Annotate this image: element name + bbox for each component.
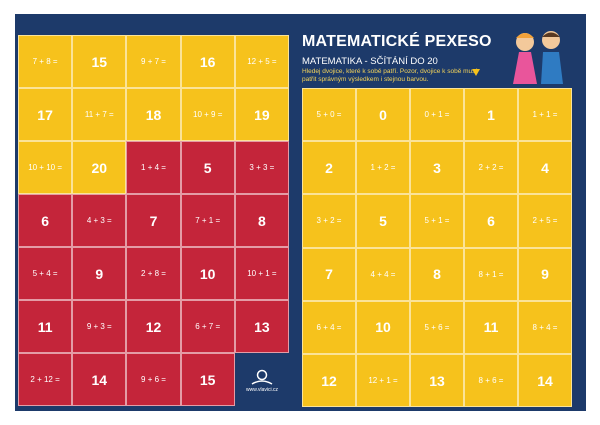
card-result: 5 — [180, 141, 235, 194]
card-expression: 1 + 4 = — [126, 141, 181, 194]
card-result: 3 — [410, 141, 464, 195]
card-expression: 3 + 2 = — [302, 194, 356, 248]
card-result: 17 — [18, 88, 73, 141]
card-expression: 3 + 3 = — [234, 141, 289, 194]
card-result: 9 — [518, 247, 572, 301]
card-expression: 10 + 1 = — [234, 247, 289, 300]
card-result: 11 — [18, 300, 73, 353]
card-expression: 1 + 1 = — [518, 88, 572, 142]
card-expression: 9 + 6 = — [126, 353, 181, 406]
card-result: 10 — [356, 300, 410, 354]
card-expression: 11 + 7 = — [72, 88, 127, 141]
card-result: 14 — [72, 353, 127, 406]
card-result: 16 — [180, 35, 235, 88]
card-result: 15 — [72, 35, 127, 88]
logo-circle — [256, 369, 268, 380]
card-expression: 7 + 8 = — [18, 35, 73, 88]
card-expression: 12 + 5 = — [234, 35, 289, 88]
card-expression: 10 + 10 = — [18, 141, 73, 194]
card-result: 18 — [126, 88, 181, 141]
card-expression: 7 + 1 = — [180, 194, 235, 247]
card-result: 10 — [180, 247, 235, 300]
card-expression: 10 + 9 = — [180, 88, 235, 141]
card-expression: 2 + 8 = — [126, 247, 181, 300]
card-result: 8 — [234, 194, 289, 247]
card-result: 15 — [180, 353, 235, 406]
illustration — [513, 31, 563, 84]
card-result: 6 — [464, 194, 518, 248]
card-result: 14 — [518, 354, 572, 408]
card-result: 19 — [234, 88, 289, 141]
pointer-shape — [472, 69, 480, 76]
card-result: 7 — [302, 247, 356, 301]
card-expression: 8 + 4 = — [518, 300, 572, 354]
card-expression: 12 + 1 = — [356, 354, 410, 408]
card-result: 5 — [356, 194, 410, 248]
card-result: 12 — [126, 300, 181, 353]
card-result: 20 — [72, 141, 127, 194]
card-expression: 2 + 5 = — [518, 194, 572, 248]
card-expression: 6 + 4 = — [302, 300, 356, 354]
card-expression: 5 + 1 = — [410, 194, 464, 248]
card-result: 8 — [410, 247, 464, 301]
card-expression: 1 + 2 = — [356, 141, 410, 195]
subtitle: MATEMATIKA - SČÍTÁNÍ DO 20 — [302, 56, 438, 67]
title: MATEMATICKÉ PEXESO — [302, 33, 492, 50]
kid-body — [513, 52, 537, 84]
card-expression: 2 + 2 = — [464, 141, 518, 195]
kid-body — [541, 52, 563, 84]
card-result: 13 — [410, 354, 464, 408]
card-expression: 8 + 6 = — [464, 354, 518, 408]
card-expression: 6 + 7 = — [180, 300, 235, 353]
card-expression: 4 + 3 = — [72, 194, 127, 247]
card-expression: 9 + 7 = — [126, 35, 181, 88]
card-result: 4 — [518, 141, 572, 195]
kid-hair — [516, 33, 534, 38]
logo-text: www.vlavici.cz — [246, 386, 278, 393]
instructions: Hledej dvojice, které k sobě patří. Pozo… — [302, 68, 478, 83]
card-result: 12 — [302, 354, 356, 408]
card-expression: 4 + 4 = — [356, 247, 410, 301]
logo-icon — [251, 369, 273, 385]
card-result: 1 — [464, 88, 518, 142]
card-result: 0 — [356, 88, 410, 142]
card-result: 11 — [464, 300, 518, 354]
card-expression: 0 + 1 = — [410, 88, 464, 142]
card-result: 13 — [234, 300, 289, 353]
kid-hair — [542, 32, 560, 37]
card-result: 7 — [126, 194, 181, 247]
card-result: 9 — [72, 247, 127, 300]
card-result: 6 — [18, 194, 73, 247]
pointer-icon — [472, 69, 480, 76]
logo-arc — [251, 379, 273, 385]
card-result: 2 — [302, 141, 356, 195]
card-expression: 9 + 3 = — [72, 300, 127, 353]
card-expression: 5 + 0 = — [302, 88, 356, 142]
card-expression: 5 + 4 = — [18, 247, 73, 300]
card-expression: 2 + 12 = — [18, 353, 73, 406]
logo-cell: www.vlavici.cz — [235, 354, 289, 407]
card-expression: 5 + 6 = — [410, 300, 464, 354]
card-expression: 8 + 1 = — [464, 247, 518, 301]
